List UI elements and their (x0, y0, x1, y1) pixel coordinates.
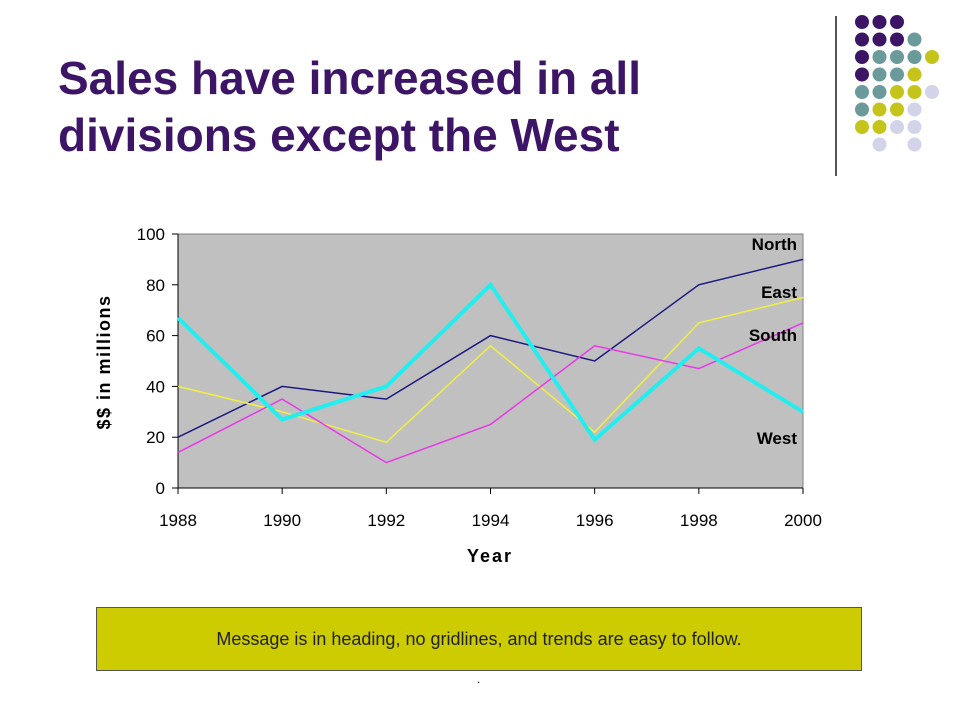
decorative-dots (855, 15, 939, 152)
decor-dot (872, 102, 887, 117)
decor-dot (890, 50, 904, 64)
title-line-1: Sales have increased in all (58, 52, 641, 104)
decor-dot (855, 102, 869, 117)
y-axis-title: $$ in millions (94, 294, 114, 429)
series-label-west: West (757, 429, 798, 448)
decor-dot (872, 15, 887, 29)
series-group (176, 258, 805, 464)
series-line-south (177, 322, 804, 464)
decor-dot (907, 85, 922, 99)
decor-dot (872, 50, 887, 64)
y-tick-label: 100 (137, 225, 165, 244)
decor-dot (855, 85, 869, 99)
decor-dot (872, 32, 887, 47)
message-box: Message is in heading, no gridlines, and… (96, 607, 862, 671)
y-tick-label: 20 (146, 428, 165, 447)
decor-dot (890, 67, 904, 82)
slide-title: Sales have increased in all divisions ex… (58, 50, 758, 164)
y-tick-label: 0 (156, 479, 165, 498)
decor-dot (907, 50, 922, 64)
x-tick-label: 2000 (784, 511, 822, 530)
series-label-east: East (761, 283, 797, 302)
x-tick-label: 1992 (367, 511, 405, 530)
x-axis-title: Year (467, 546, 513, 566)
x-tick-label: 1990 (263, 511, 301, 530)
decor-dot (907, 67, 922, 82)
decor-dot (907, 32, 922, 47)
series-line-east (177, 296, 804, 444)
x-tick-label: 1988 (159, 511, 197, 530)
x-tick-label: 1996 (576, 511, 614, 530)
decor-dot (890, 15, 904, 29)
divider-line (835, 16, 837, 176)
decor-dot (872, 85, 887, 99)
y-tick-label: 40 (146, 377, 165, 396)
plot-area (177, 233, 804, 489)
y-tick-label: 60 (146, 327, 165, 346)
decor-dot (855, 120, 869, 134)
series-line-west (176, 281, 805, 443)
series-label-south: South (749, 326, 797, 345)
footnote-dot: . (477, 672, 481, 686)
decor-dot (907, 102, 922, 117)
message-text: Message is in heading, no gridlines, and… (216, 628, 742, 649)
decor-dot (907, 120, 922, 134)
decor-dot (872, 67, 887, 82)
decor-dot (890, 32, 904, 47)
title-line-2: divisions except the West (58, 109, 620, 161)
decor-dot (925, 50, 939, 64)
decor-dot (855, 15, 869, 29)
series-line-north (177, 258, 804, 438)
x-tick-label: 1994 (472, 511, 510, 530)
x-tick-label: 1998 (680, 511, 718, 530)
series-label-north: North (752, 235, 797, 254)
decor-dot (890, 85, 904, 99)
decor-dot (925, 85, 939, 99)
decor-dot (890, 102, 904, 117)
decor-dot (907, 137, 922, 152)
line-chart: 0 20 40 60 80 100 1988 1990 1992 1994 1996 1998 2000… (94, 225, 822, 566)
decor-dot (872, 120, 887, 134)
decor-dot (872, 137, 887, 152)
decor-dot (855, 32, 869, 47)
decor-dot (855, 50, 869, 64)
decor-dot (855, 67, 869, 82)
y-tick-label: 80 (146, 276, 165, 295)
decor-dot (890, 120, 904, 134)
